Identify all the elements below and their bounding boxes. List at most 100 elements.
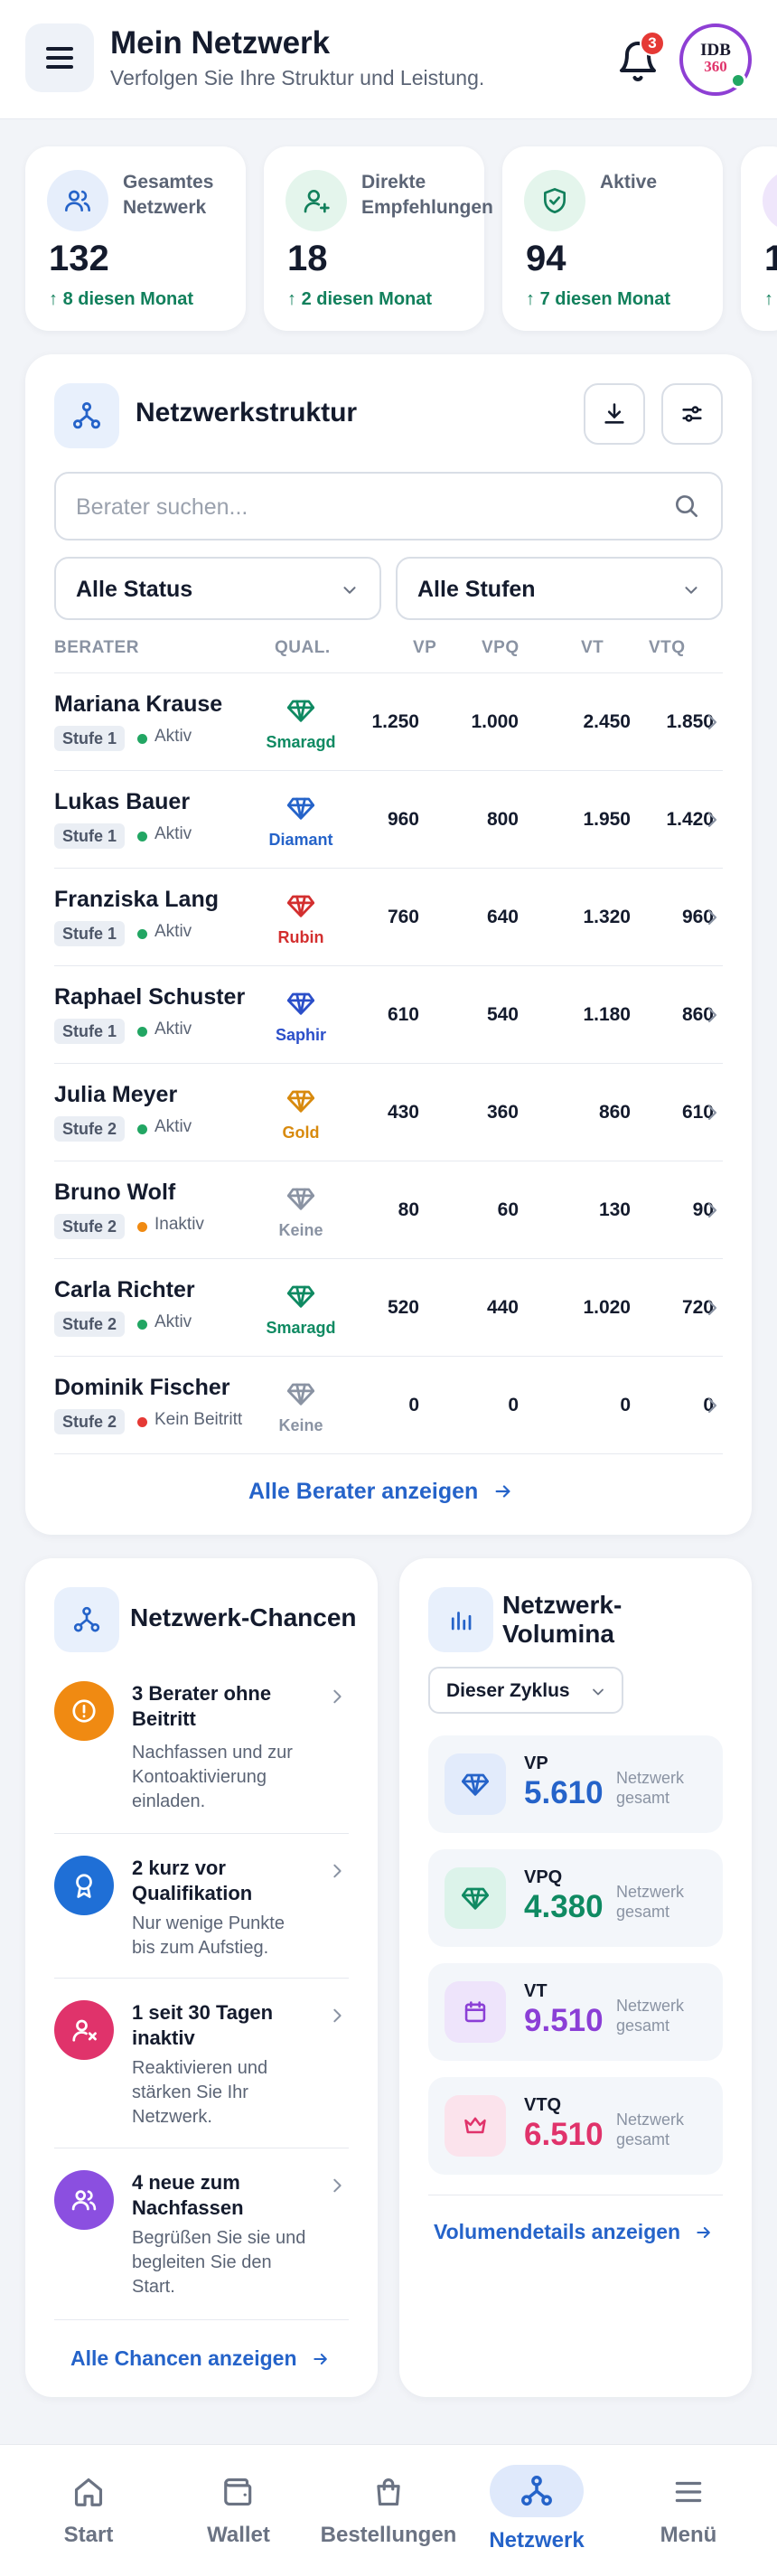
bottom-navigation: Start Wallet Bestellungen Netzwerk Menü — [0, 2444, 777, 2576]
stat-card-direct-referrals[interactable]: Direkte Empfehlungen 18 ↑ 2 diesen Monat — [264, 146, 493, 331]
volume-sub: Netzwerk gesamt — [616, 1997, 685, 2035]
vpq-value: 800 — [486, 809, 519, 830]
level-badge: Stufe 1 — [54, 726, 126, 751]
chevron-right-icon — [707, 1397, 717, 1414]
status-label: Kein Beitritt — [154, 1410, 243, 1429]
stat-card-partial[interactable]: 1 ↑ — [741, 146, 777, 331]
berater-row[interactable]: Lukas Bauer Stufe 1 Aktiv Diamant 960 80… — [54, 770, 723, 868]
nav-item-start[interactable]: Start — [11, 2445, 166, 2576]
table-divider — [54, 1453, 723, 1454]
vp-value: 520 — [387, 1297, 419, 1318]
status-filter-value: Alle Status — [76, 577, 193, 602]
stat-delta: ↑ 7 diesen Monat — [526, 289, 671, 309]
bar-chart-icon — [428, 1587, 493, 1652]
menu-button[interactable] — [25, 24, 94, 92]
show-all-chances-link[interactable]: Alle Chancen anzeigen — [70, 2346, 332, 2371]
arrow-right-icon — [495, 1485, 510, 1498]
chance-item-new-followup[interactable]: 4 neue zum Nachfassen Begrüßen Sie sie un… — [54, 2148, 349, 2319]
berater-search[interactable] — [54, 472, 723, 541]
volume-label: VPQ — [524, 1867, 563, 1887]
avatar-line-1: IDB — [700, 41, 731, 60]
home-icon — [69, 2472, 108, 2512]
vpq-value: 0 — [508, 1395, 519, 1415]
volume-vpq: VPQ 4.380 Netzwerk gesamt — [428, 1849, 723, 1947]
cycle-select[interactable]: Dieser Zyklus — [428, 1667, 623, 1714]
network-icon — [54, 383, 119, 448]
status-dot — [137, 1222, 147, 1232]
vpq-value: 1.000 — [471, 711, 519, 732]
status-filter-select[interactable]: Alle Status — [54, 557, 381, 620]
avatar[interactable]: IDB 360 — [679, 24, 752, 96]
vtq-value: 610 — [681, 1102, 714, 1123]
level-filter-value: Alle Stufen — [417, 577, 536, 602]
chance-description: Begrüßen Sie sie und begleiten Sie den Sta… — [132, 2228, 306, 2297]
berater-row[interactable]: Mariana Krause Stufe 1 Aktiv Smaragd 1.2… — [54, 672, 723, 770]
vt-value: 1.180 — [583, 1004, 631, 1025]
stat-card-active[interactable]: Aktive 94 ↑ 7 diesen Monat — [502, 146, 723, 331]
nav-item-wallet[interactable]: Wallet — [161, 2445, 316, 2576]
qualification-label: Diamant — [268, 831, 333, 849]
vtq-value: 1.850 — [666, 711, 714, 732]
page-subtitle: Verfolgen Sie Ihre Struktur und Leistung… — [110, 66, 485, 89]
gem-icon — [287, 992, 314, 1015]
show-all-berater-link[interactable]: Alle Berater anzeigen — [248, 1479, 515, 1505]
search-input[interactable] — [76, 490, 636, 524]
volume-details-link[interactable]: Volumendetails anzeigen — [434, 2220, 715, 2244]
wallet-icon — [219, 2472, 258, 2512]
chance-description: Nur wenige Punkte bis zum Aufstieg. — [132, 1913, 285, 1958]
stat-delta-partial: ↑ — [764, 289, 773, 309]
stat-card-total-network[interactable]: Gesamtes Netzwerk 132 ↑ 8 diesen Monat — [25, 146, 246, 331]
volume-vtq: VTQ 6.510 Netzwerk gesamt — [428, 2077, 723, 2175]
berater-row[interactable]: Carla Richter Stufe 2 Aktiv Smaragd 520 … — [54, 1258, 723, 1356]
berater-row[interactable]: Franziska Lang Stufe 1 Aktiv Rubin 760 6… — [54, 868, 723, 965]
status-label: Aktiv — [154, 727, 192, 746]
berater-row[interactable]: Julia Meyer Stufe 2 Aktiv Gold 430 360 8… — [54, 1063, 723, 1161]
status-label: Aktiv — [154, 922, 192, 941]
qualification-label: Keine — [278, 1416, 323, 1434]
download-button[interactable] — [584, 383, 645, 445]
berater-row[interactable]: Bruno Wolf Stufe 2 Inaktiv Keine 80 60 1… — [54, 1161, 723, 1258]
award-icon — [54, 1856, 114, 1915]
berater-row[interactable]: Raphael Schuster Stufe 1 Aktiv Saphir 61… — [54, 965, 723, 1063]
status-dot — [137, 734, 147, 744]
network-structure-card — [25, 354, 752, 1535]
berater-row[interactable]: Dominik Fischer Stufe 2 Kein Beitritt Ke… — [54, 1356, 723, 1453]
volume-label: VTQ — [524, 2095, 562, 2115]
page-title: Mein Netzwerk — [110, 25, 331, 61]
vt-value: 1.020 — [583, 1297, 631, 1318]
vt-value: 1.320 — [583, 907, 631, 927]
vtq-value: 720 — [681, 1297, 714, 1318]
level-badge: Stufe 2 — [54, 1214, 126, 1239]
chances-title: Netzwerk-Chancen — [130, 1603, 357, 1631]
volume-sub: Netzwerk gesamt — [616, 2111, 685, 2148]
nav-item-bestellungen[interactable]: Bestellungen — [311, 2445, 466, 2576]
status-label: Aktiv — [154, 1020, 192, 1039]
chance-item-no-entry[interactable]: 3 Berater ohne Beitritt Nachfassen und zu… — [54, 1681, 349, 1833]
level-badge: Stufe 2 — [54, 1409, 126, 1434]
search-icon — [676, 495, 697, 517]
level-badge: Stufe 1 — [54, 921, 126, 946]
qualification-label: Smaragd — [266, 733, 336, 751]
chance-item-near-qualification[interactable]: 2 kurz vor Qualifikation Nur wenige Punkt… — [54, 1833, 349, 1978]
status-dot — [137, 1124, 147, 1134]
level-filter-select[interactable]: Alle Stufen — [396, 557, 723, 620]
stat-icon-partial — [763, 170, 777, 231]
vtq-value: 960 — [681, 907, 714, 927]
level-badge: Stufe 2 — [54, 1312, 126, 1337]
crown-icon — [445, 2095, 506, 2157]
chevron-right-icon — [707, 812, 717, 828]
nav-item-menu[interactable]: Menü — [611, 2445, 766, 2576]
gem-icon — [287, 1383, 314, 1406]
chevron-right-icon — [333, 2008, 342, 2023]
chance-item-inactive[interactable]: 1 seit 30 Tagen inaktiv Reaktivieren und s… — [54, 1978, 349, 2148]
nav-item-netzwerk[interactable]: Netzwerk — [459, 2445, 614, 2576]
vt-value: 130 — [598, 1199, 631, 1220]
chevron-down-icon — [593, 1688, 604, 1696]
download-icon — [604, 403, 624, 424]
vp-value: 430 — [387, 1102, 419, 1123]
shopping-bag-icon — [369, 2472, 408, 2512]
qualification-label: Keine — [278, 1221, 323, 1239]
qualification-label: Gold — [282, 1123, 320, 1142]
filter-settings-button[interactable] — [661, 383, 723, 445]
users-icon — [47, 170, 108, 231]
